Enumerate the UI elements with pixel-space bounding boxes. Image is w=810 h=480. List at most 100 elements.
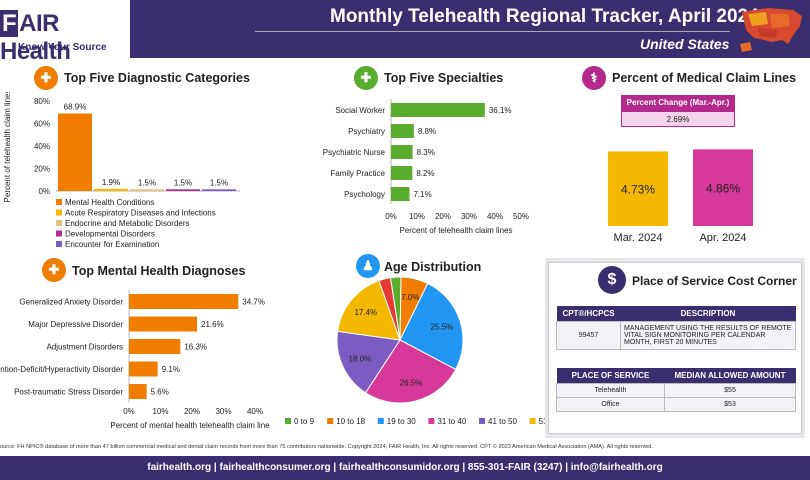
x-tick-label: 0%	[385, 212, 397, 221]
place-cell: Telehealth	[556, 383, 665, 398]
family-icon: ♟	[356, 254, 380, 278]
bar	[58, 113, 92, 191]
x-tick-label: 10%	[152, 407, 168, 416]
footer-contact[interactable]: fairhealth.org | fairhealthconsumer.org …	[0, 456, 810, 480]
y-tick-label: 20%	[34, 165, 50, 174]
legend-label: 41 to 50	[488, 417, 517, 426]
legend-label: Acute Respiratory Diseases and Infection…	[65, 209, 216, 218]
category-label: Psychiatric Nurse	[323, 148, 386, 157]
percent-claim-lines-chart: 4.73% Mar. 2024 4.86% Apr. 2024	[608, 149, 753, 244]
x-tick-label: 30%	[461, 212, 477, 221]
age-distribution-chart: 2.7%7.0%25.5%26.5%18.0%17.4%3.0%0 to 910…	[285, 276, 550, 426]
category-label: Psychiatry	[348, 127, 385, 136]
legend-swatch	[56, 220, 62, 226]
data-label: 18.0%	[349, 354, 372, 363]
pie-slice	[378, 277, 401, 341]
legend-label: Mental Health Conditions	[65, 198, 154, 207]
data-label: 16.3%	[184, 343, 207, 352]
bar	[129, 316, 198, 332]
legend-label: 51 to 64	[539, 417, 550, 426]
category-label: Mar. 2024	[614, 232, 663, 244]
y-tick-label: 80%	[34, 97, 50, 106]
pie-slice	[364, 339, 457, 404]
category-label: Attention-Deficit/Hyperactivity Disorder	[0, 365, 123, 374]
category-label: Family Practice	[330, 169, 385, 178]
legend-swatch	[56, 209, 62, 216]
bar	[202, 189, 236, 191]
legend-swatch	[56, 230, 62, 237]
source-note: ource: FH NPIC® database of more than 47…	[0, 444, 653, 450]
bar	[129, 384, 147, 399]
legend-label: Encounter for Examination	[65, 240, 159, 249]
x-tick-label: 10%	[409, 212, 425, 221]
divider	[255, 31, 730, 32]
data-label: 7.0%	[401, 293, 419, 302]
header-bar: F AIR Health Know Your Source Monthly Tel…	[0, 0, 810, 65]
page-title: Monthly Telehealth Regional Tracker, Apr…	[330, 6, 759, 27]
x-tick-label: 40%	[487, 212, 503, 221]
data-label: 34.7%	[242, 298, 265, 307]
bar	[130, 189, 164, 191]
legend-swatch	[327, 418, 334, 424]
data-label: 8.3%	[417, 148, 435, 157]
bar	[391, 187, 410, 201]
legend-swatch	[529, 418, 536, 424]
bar	[166, 189, 200, 191]
median-amount-table: PLACE OF SERVICE MEDIAN ALLOWED AMOUNT T…	[556, 368, 796, 412]
data-label: 25.5%	[431, 322, 454, 331]
y-tick-label: 40%	[34, 142, 50, 151]
bar	[391, 145, 413, 159]
table-row: Office $53	[556, 397, 796, 412]
logo-tagline: Know Your Source	[18, 42, 107, 53]
cpt-header: CPT®/HCPCS	[556, 306, 621, 322]
cpt-description: MANAGEMENT USING THE RESULTS OF REMOTE V…	[620, 321, 796, 350]
section-title-percent: Percent of Medical Claim Lines	[612, 71, 797, 85]
data-label: 1.5%	[138, 178, 156, 187]
percent-change-label: Percent Change (Mar.-Apr.)	[621, 95, 735, 111]
x-tick-label: 50%	[513, 212, 529, 221]
section-title-age: Age Distribution	[384, 260, 482, 274]
legend-label: 19 to 30	[387, 417, 416, 426]
legend-swatch	[479, 418, 485, 424]
diagnostic-categories-chart: 0% 20% 40% 60% 80% Percent of telehealth clai…	[3, 92, 240, 249]
section-title-mental-health: Top Mental Health Diagnoses	[72, 264, 246, 278]
category-label: Apr. 2024	[699, 232, 746, 244]
amount-header: MEDIAN ALLOWED AMOUNT	[664, 368, 796, 384]
data-label: 26.5%	[400, 379, 423, 388]
legend-label: 10 to 18	[336, 417, 365, 426]
data-label: 1.9%	[102, 178, 120, 187]
x-tick-label: 0%	[123, 407, 135, 416]
bar	[391, 166, 413, 180]
data-label: 68.9%	[64, 102, 87, 111]
data-label: 8.2%	[416, 169, 434, 178]
category-label: Psychology	[344, 190, 385, 199]
legend-swatch	[428, 418, 435, 424]
data-label: 17.4%	[354, 308, 377, 317]
bar	[608, 151, 668, 226]
data-label: 7.1%	[413, 190, 431, 199]
data-label: 1.5%	[174, 178, 192, 187]
table-row: Telehealth $55	[556, 383, 796, 398]
data-label: 8.8%	[418, 127, 436, 136]
data-label: 21.6%	[201, 320, 224, 329]
pie-slice	[336, 330, 401, 394]
place-header: PLACE OF SERVICE	[556, 368, 665, 384]
x-tick-label: 30%	[215, 407, 231, 416]
x-tick-label: 20%	[184, 407, 200, 416]
category-label: Major Depressive Disorder	[28, 320, 123, 329]
data-label: 4.86%	[706, 182, 740, 196]
mental-health-chart: 0% 10% 20% 30% 40% Percent of mental health t…	[0, 290, 270, 430]
data-label: 36.1%	[489, 106, 512, 115]
bar	[94, 188, 128, 191]
bar	[129, 294, 239, 309]
cpt-code: 99457	[556, 321, 621, 350]
medical-clipboard-icon: ✚	[34, 66, 58, 90]
legend-label: 31 to 40	[437, 417, 466, 426]
amount-cell: $55	[664, 383, 796, 398]
section-title-diagnostic: Top Five Diagnostic Categories	[64, 71, 250, 85]
data-label: 4.73%	[621, 183, 655, 197]
logo[interactable]: F AIR Health Know Your Source	[0, 0, 130, 65]
y-axis-title: Percent of telehealth claim lines	[3, 92, 12, 202]
x-axis-title: Percent of telehealth claim lines	[400, 226, 513, 235]
legend-swatch	[56, 241, 62, 247]
